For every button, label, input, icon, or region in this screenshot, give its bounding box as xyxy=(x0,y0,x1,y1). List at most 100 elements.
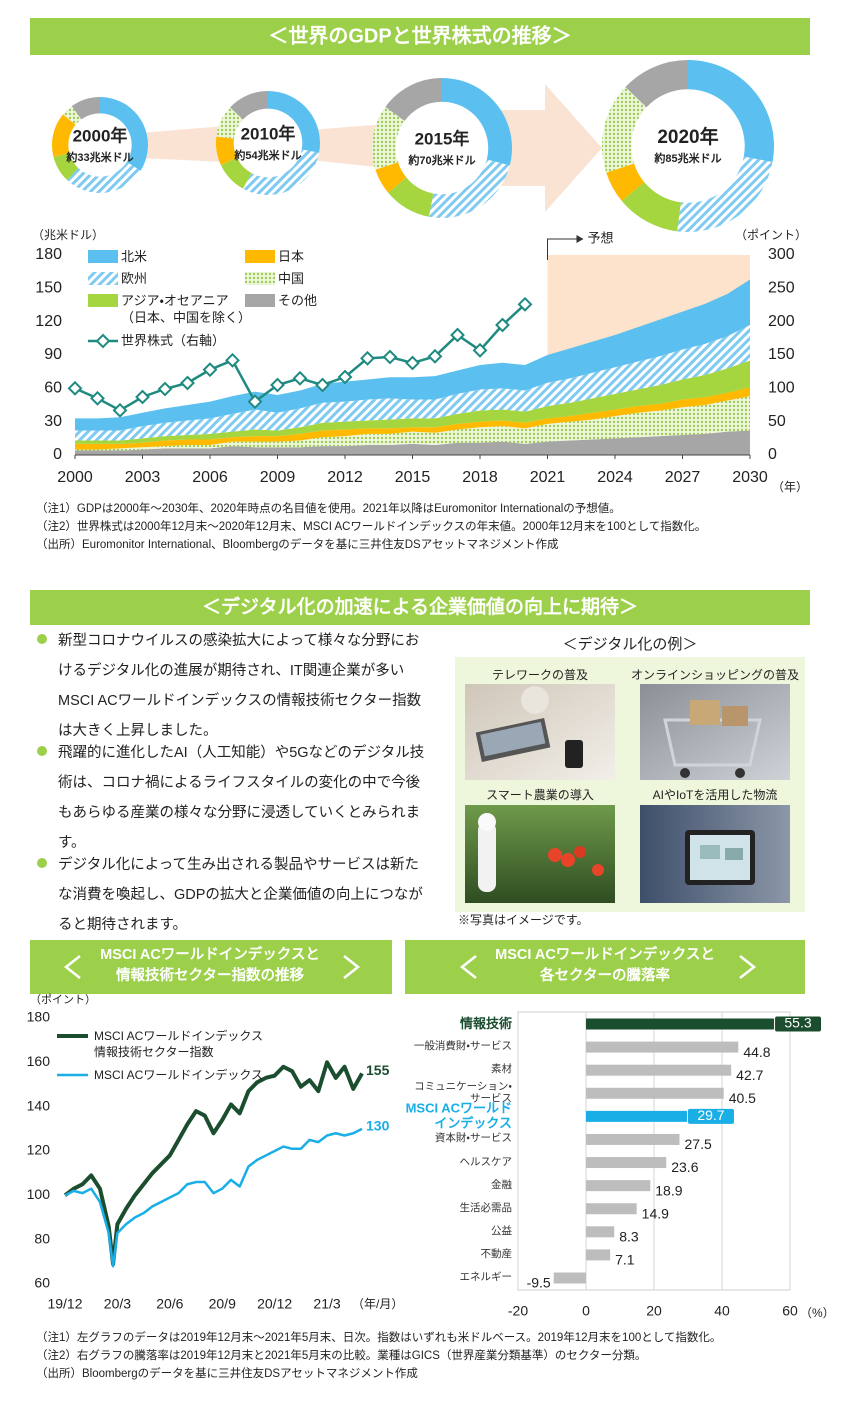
y2-tick-label: 200 xyxy=(768,313,795,330)
stock-marker xyxy=(337,369,353,385)
x-tick-label: 2018 xyxy=(462,469,498,486)
stock-marker xyxy=(292,370,308,386)
x-tick-label: 2021 xyxy=(530,469,566,486)
bar xyxy=(586,1064,732,1076)
y-tick-label: 100 xyxy=(27,1186,51,1202)
y-axis-label: （ポイント） xyxy=(30,993,96,1006)
bar xyxy=(586,1041,739,1053)
donut-subtitle: 約54兆米ドル xyxy=(233,148,301,162)
legend-label: MSCI ACワールドインデックス xyxy=(94,1068,263,1082)
donut-segment xyxy=(63,106,82,125)
bar xyxy=(586,1203,637,1215)
x-tick-label: 40 xyxy=(714,1303,730,1319)
category-label: 公益 xyxy=(491,1225,512,1238)
forecast-arrowhead xyxy=(576,235,584,243)
value-label: 8.3 xyxy=(619,1229,639,1245)
value-label: 42.7 xyxy=(736,1067,763,1083)
area xyxy=(75,430,750,455)
x-tick-label: 20/6 xyxy=(156,1296,183,1312)
stock-marker xyxy=(202,362,218,378)
bullet-text: デジタル化によって生み出される製品やサービスは新たな消費を喚起し、GDPの拡大と… xyxy=(58,857,423,933)
y-tick-label: 180 xyxy=(35,246,62,263)
donut-segment xyxy=(215,136,237,166)
stock-marker xyxy=(360,350,375,366)
connector xyxy=(310,124,385,168)
stock-marker xyxy=(315,377,330,393)
bar xyxy=(586,1180,651,1192)
donut-subtitle: 約33兆米ドル xyxy=(65,150,133,164)
donut-segment xyxy=(220,157,252,189)
x-tick-label: 20 xyxy=(646,1303,662,1319)
x-tick-label: 19/12 xyxy=(47,1296,82,1312)
bar xyxy=(586,1226,615,1238)
x-tick-label: 2003 xyxy=(125,469,161,486)
line xyxy=(64,1127,363,1268)
donut-segment xyxy=(442,78,512,166)
x-axis-label: （%） xyxy=(800,1306,835,1320)
x-axis-label: （年） xyxy=(772,480,808,494)
banner xyxy=(405,940,805,994)
example-caption: オンラインショッピングの普及 xyxy=(631,668,799,682)
category-label: 生活必需品 xyxy=(459,1201,513,1214)
y2-tick-label: 100 xyxy=(768,380,795,397)
y-axis-label: （兆米ドル） xyxy=(32,228,104,242)
stock-marker xyxy=(225,352,240,368)
donut-title: 2010年 xyxy=(241,123,296,143)
y-tick-label: 180 xyxy=(27,1009,51,1025)
donut-segment xyxy=(677,156,773,232)
bar xyxy=(586,1087,724,1099)
stock-marker xyxy=(427,348,443,364)
banner xyxy=(30,940,392,994)
bar xyxy=(586,1133,680,1145)
donut-segment xyxy=(268,91,321,153)
donut-segment xyxy=(428,159,510,219)
x-tick-label: 2027 xyxy=(665,469,701,486)
arrow xyxy=(500,84,602,212)
y2-tick-label: 50 xyxy=(768,413,786,430)
x-tick-label: 2006 xyxy=(192,469,228,486)
y-tick-label: 60 xyxy=(44,380,62,397)
x-tick-label: 2024 xyxy=(597,469,633,486)
y-tick-label: 120 xyxy=(35,313,62,330)
legend-label: 中国 xyxy=(278,271,305,286)
value-label: 18.9 xyxy=(655,1182,682,1198)
value-label: 27.5 xyxy=(685,1136,712,1152)
note: （注2）右グラフの騰落率は2019年12月末と2021年5月末の比較。業種はGI… xyxy=(36,1350,647,1362)
connector xyxy=(140,126,225,162)
value-label: 29.7 xyxy=(697,1107,724,1123)
bullet-dot xyxy=(37,858,47,868)
stock-marker xyxy=(67,380,83,396)
y-tick-label: 80 xyxy=(34,1230,50,1246)
chevron xyxy=(739,955,757,979)
banner-title: ＜デジタル化の加速による企業価値の向上に期待＞ xyxy=(202,595,638,618)
legend-swatch xyxy=(245,250,275,263)
donut-segment xyxy=(100,97,149,171)
x-tick-label: 20/3 xyxy=(104,1296,131,1312)
stock-marker xyxy=(450,327,465,343)
photo xyxy=(465,805,615,903)
banner xyxy=(30,18,810,55)
x-tick-label: 2030 xyxy=(732,469,768,486)
end-label: 155 xyxy=(366,1062,390,1078)
donut-segment xyxy=(388,177,434,217)
bar xyxy=(553,1272,586,1284)
donut-subtitle: 約85兆米ドル xyxy=(653,151,721,165)
value-label: 40.5 xyxy=(729,1090,756,1106)
x-tick-label: 20/9 xyxy=(209,1296,236,1312)
category-label: 資本財・サービス xyxy=(434,1132,512,1145)
y2-tick-label: 250 xyxy=(768,280,795,297)
donut-segment xyxy=(71,97,100,120)
category-label: 一般消費財・サービス xyxy=(413,1040,512,1053)
y-tick-label: 120 xyxy=(27,1142,51,1158)
category-label: エネルギー xyxy=(459,1271,513,1284)
stock-marker xyxy=(247,394,263,410)
x-tick-label: 2015 xyxy=(395,469,431,486)
y-tick-label: 140 xyxy=(27,1097,51,1113)
stock-marker xyxy=(157,381,173,397)
donut-segment xyxy=(606,163,645,201)
photo xyxy=(640,805,790,903)
stock-marker xyxy=(135,389,150,405)
banner xyxy=(30,590,810,625)
y2-tick-label: 0 xyxy=(768,446,777,463)
